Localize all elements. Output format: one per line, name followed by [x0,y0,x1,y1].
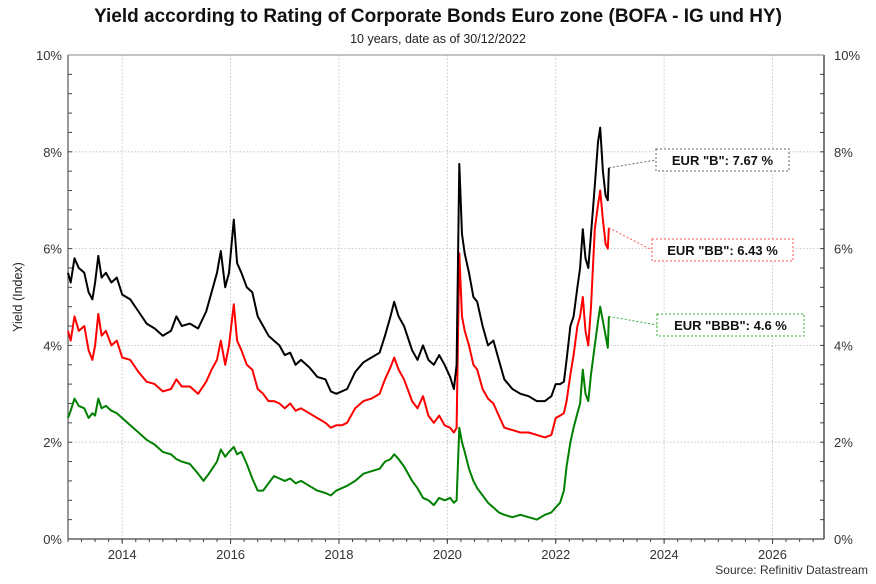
y-tick-label-left: 6% [43,242,62,257]
label-box [655,148,790,172]
grid-lines [68,55,824,539]
x-tick-label: 2024 [650,547,679,562]
chart-subtitle: 10 years, date as of 30/12/2022 [350,32,526,46]
series-line-eurb [67,126,610,403]
y-tick-label-left: 10% [36,48,62,63]
series-line-eurbb [67,189,610,439]
label-leader [608,159,657,169]
x-tick-label: 2026 [758,547,787,562]
axes: 0% 0% 2% 2% 4% 4% 6% 6% 8% 8% 10% 10% 2014 2016 2018 20… [36,48,860,562]
x-tick-label: 2020 [433,547,462,562]
series-end-label: EUR "BBB": 4.6 % [674,318,787,333]
series-end-label: EUR "BB": 6.43 % [667,243,778,258]
label-leader [608,315,658,326]
y-tick-label-left: 8% [43,145,62,160]
x-tick-label: 2022 [541,547,570,562]
y-tick-label-left: 2% [43,435,62,450]
label-box [651,238,794,262]
y-tick-label-right: 8% [834,145,853,160]
y-tick-label-right: 10% [834,48,860,63]
x-tick-label: 2018 [325,547,354,562]
y-tick-label-right: 6% [834,242,853,257]
label-leader [608,227,653,251]
source-note: Source: Refinitiv Datastream [715,563,868,577]
y-tick-label-right: 4% [834,338,853,353]
series-line-eurbbb [67,305,610,521]
series-layer [67,126,610,521]
x-tick-label: 2014 [108,547,137,562]
label-box [656,313,805,337]
x-tick-label: 2016 [216,547,245,562]
series-end-label: EUR "B": 7.67 % [672,153,774,168]
end-labels: EUR "B": 7.67 % EUR "BB": 6.43 % EUR "BBB"… [608,148,805,337]
y-tick-label-left: 4% [43,338,62,353]
chart-title: Yield according to Rating of Corporate B… [94,6,782,27]
y-tick-label-right: 2% [834,435,853,450]
y-tick-label-right: 0% [834,532,853,547]
y-tick-label-left: 0% [43,532,62,547]
